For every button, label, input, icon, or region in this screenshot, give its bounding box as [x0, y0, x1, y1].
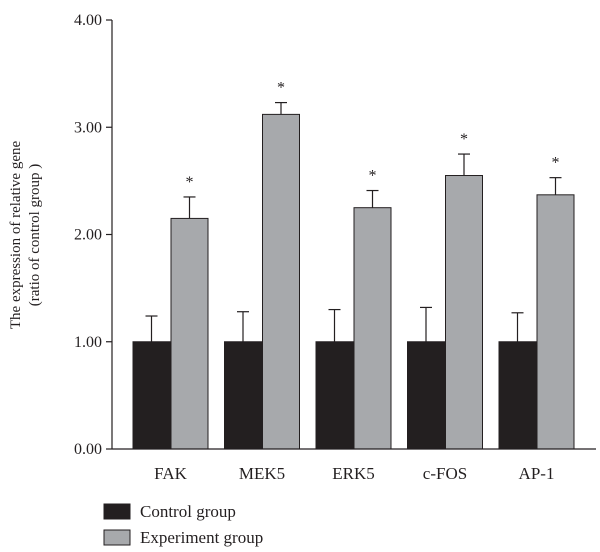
- significance-star-ap-1: *: [552, 155, 560, 172]
- y-axis-title-line-2: (ratio of control group ): [27, 164, 43, 306]
- bar-experiment-erk5: [353, 207, 392, 450]
- x-tick-label-c-fos: c-FOS: [423, 464, 467, 483]
- y-tick-label-4: 4.00: [74, 12, 102, 29]
- significance-star-erk5: *: [369, 168, 377, 185]
- bar-control-erk5: [315, 341, 354, 450]
- significance-star-mek5: *: [277, 80, 285, 97]
- error-bars-layer: [145, 101, 562, 342]
- y-axis-title: The expression of relative gene (ratio o…: [8, 141, 43, 330]
- bar-control-fak: [132, 341, 171, 450]
- bar-experiment-c-fos: [445, 175, 483, 450]
- y-tick-label-2: 2.00: [74, 227, 102, 244]
- legend-label-experiment: Experiment group: [140, 528, 263, 547]
- bar-control-ap-1: [498, 341, 537, 450]
- bar-experiment-ap-1: [536, 194, 575, 450]
- y-tick-label-0: 0.00: [74, 441, 102, 458]
- legend: Control group Experiment group: [103, 502, 263, 547]
- legend-label-control: Control group: [140, 502, 236, 521]
- x-tick-label-erk5: ERK5: [332, 464, 375, 483]
- significance-star-fak: *: [186, 174, 194, 191]
- x-tick-label-ap-1: AP-1: [519, 464, 555, 483]
- x-tick-label-mek5: MEK5: [239, 464, 285, 483]
- bar-experiment-fak: [170, 217, 209, 450]
- bars-layer: [132, 113, 575, 450]
- x-category-labels: FAK MEK5 ERK5 c-FOS AP-1: [154, 464, 554, 483]
- y-axis-title-line-1: The expression of relative gene: [8, 141, 24, 330]
- y-ticks: 0.00 1.00 2.00 3.00 4.00: [74, 12, 112, 458]
- x-tick-label-fak: FAK: [154, 464, 187, 483]
- significance-markers: * * * * *: [186, 80, 560, 191]
- legend-swatch-control: [103, 503, 131, 520]
- y-tick-label-3: 3.00: [74, 119, 102, 136]
- bar-control-mek5: [224, 341, 262, 450]
- bar-experiment-mek5: [262, 113, 300, 450]
- y-tick-label-1: 1.00: [74, 334, 102, 351]
- significance-star-c-fos: *: [460, 131, 468, 148]
- bar-control-c-fos: [407, 341, 445, 450]
- legend-swatch-experiment: [103, 529, 131, 546]
